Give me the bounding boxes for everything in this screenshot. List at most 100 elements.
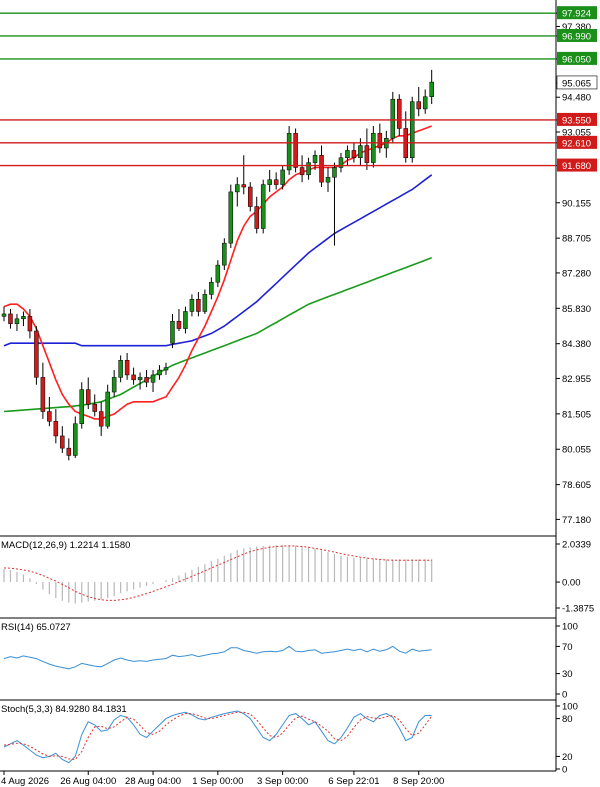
candle <box>364 128 370 170</box>
candle-body <box>196 299 201 312</box>
candle <box>351 143 357 163</box>
candle-body <box>241 184 247 188</box>
price-tick-label: 94.480 <box>562 93 591 104</box>
support-badge <box>557 135 597 149</box>
panel-frames <box>0 0 557 772</box>
candle <box>377 123 383 153</box>
candle <box>403 111 409 163</box>
candle <box>319 145 324 188</box>
candle <box>137 372 143 390</box>
candle <box>183 306 188 334</box>
candle-body <box>124 360 130 376</box>
candle-body <box>371 133 376 163</box>
candle-body <box>319 155 324 183</box>
ma-mid-line <box>3 174 433 347</box>
candle <box>21 311 26 327</box>
candle <box>66 438 72 461</box>
candle-body <box>176 320 182 329</box>
candle-body <box>27 316 33 332</box>
candle <box>144 370 149 388</box>
candle <box>280 165 285 190</box>
candle <box>429 69 434 105</box>
rsi-panel: RSI(14) 65.0727 100 70 30 0 <box>1 622 578 701</box>
resistance-label: 96.050 <box>562 54 591 65</box>
candle-body <box>416 101 421 110</box>
resistance-label: 97.924 <box>562 9 591 20</box>
candle-body <box>364 145 370 163</box>
candle <box>228 184 234 249</box>
candle <box>390 91 396 144</box>
candle-body <box>299 167 305 176</box>
candle <box>105 384 110 429</box>
candle-body <box>137 377 143 381</box>
candle-body <box>397 98 402 129</box>
candle <box>176 309 182 332</box>
candle-body <box>150 374 156 383</box>
candle-body <box>170 320 175 344</box>
candle <box>325 167 331 192</box>
candle-body <box>92 403 97 412</box>
candle-body <box>228 191 234 244</box>
candle <box>260 179 266 234</box>
candle <box>241 155 247 195</box>
candle <box>286 126 292 175</box>
candle <box>157 365 162 380</box>
candle-body <box>325 177 331 183</box>
candle-body <box>189 299 195 312</box>
price-tick-label: 88.705 <box>562 234 591 245</box>
candle-body <box>40 377 46 412</box>
candle-body <box>157 369 162 376</box>
rsi-tick-label: 30 <box>562 669 573 680</box>
candle-body <box>111 377 117 393</box>
candle <box>34 326 39 385</box>
rsi-label: RSI(14) 65.0727 <box>1 622 71 633</box>
rsi-tick-label: 70 <box>562 642 573 653</box>
candle <box>299 155 305 183</box>
candle-body <box>34 330 39 378</box>
stoch-k-line <box>3 710 432 764</box>
candle <box>338 152 344 173</box>
candle-body <box>338 157 344 168</box>
candle-body <box>209 281 214 295</box>
candle-body <box>163 367 169 371</box>
price-tick-label: 85.830 <box>562 304 591 315</box>
candle-body <box>293 133 298 168</box>
candle <box>416 86 421 117</box>
candle-body <box>215 264 221 283</box>
candle-body <box>47 411 52 422</box>
candle-body <box>105 391 110 427</box>
candle <box>247 182 253 212</box>
candle <box>371 126 376 168</box>
candle <box>150 370 156 393</box>
price-tick-label: 97.380 <box>562 22 591 33</box>
stoch-d-line <box>3 711 433 761</box>
candle-body <box>260 184 266 229</box>
support-label: 91.680 <box>562 161 591 172</box>
candle <box>215 260 221 288</box>
candle <box>79 382 85 429</box>
price-tick-label: 77.180 <box>562 515 591 526</box>
candle-body <box>118 360 123 378</box>
candle <box>222 238 227 270</box>
candle <box>409 96 415 163</box>
candle-body <box>235 184 240 193</box>
candle <box>163 362 169 375</box>
candle-body <box>267 179 272 185</box>
candle <box>1 306 7 322</box>
candle <box>267 169 272 192</box>
candle <box>196 291 201 317</box>
time-tick-label: 4 Aug 2026 <box>1 776 49 787</box>
candle <box>118 355 123 383</box>
candle-body <box>280 169 285 185</box>
current-price-badge <box>556 75 598 90</box>
candle <box>47 396 52 427</box>
candle <box>14 313 20 332</box>
time-tick-label: 8 Sep 20:00 <box>393 776 444 787</box>
candle-body <box>429 81 434 97</box>
candle <box>209 277 214 300</box>
candle <box>422 89 428 114</box>
macd-tick-label: -1.3875 <box>562 604 594 615</box>
macd-panel: MACD(12,26,9) 1.2214 1.1580 2.0339 0.00 -1.… <box>1 540 594 615</box>
